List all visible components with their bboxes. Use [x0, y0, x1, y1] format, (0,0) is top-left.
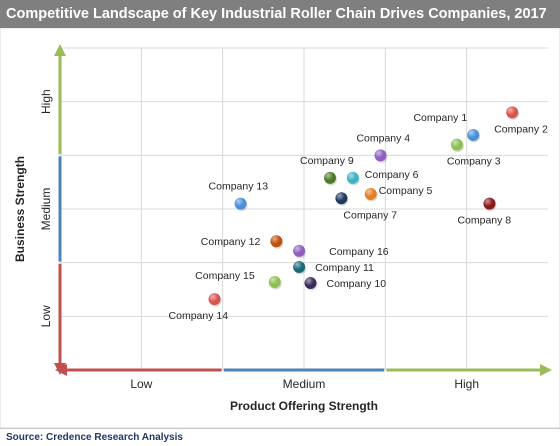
chart-frame — [0, 28, 560, 428]
x-axis-title: Product Offering Strength — [230, 399, 378, 413]
point-label: Company 11 — [315, 262, 374, 274]
point-label: Company 2 — [494, 123, 548, 135]
x-category-label: High — [454, 377, 479, 391]
data-point — [483, 197, 497, 212]
point-label: Company 4 — [356, 132, 410, 144]
data-point — [234, 197, 248, 212]
point-label: Company 7 — [343, 209, 397, 221]
data-point — [293, 260, 307, 275]
data-points — [208, 106, 520, 307]
point-label: Company 12 — [201, 236, 261, 248]
y-category-label: High — [39, 89, 53, 114]
chart-title: Competitive Landscape of Key Industrial … — [0, 0, 560, 28]
data-point — [374, 149, 388, 163]
data-point — [268, 275, 282, 290]
point-label: Company 9 — [300, 155, 354, 167]
x-category-label: Medium — [283, 377, 326, 391]
data-point — [364, 187, 378, 202]
data-point — [293, 244, 307, 259]
axis-category-labels: Low Medium High Low Medium High — [39, 89, 479, 391]
data-point — [506, 106, 520, 120]
point-label: Company 3 — [447, 156, 501, 168]
source-note: Source: Credence Research Analysis — [0, 428, 560, 446]
data-point — [467, 128, 481, 143]
data-point — [346, 171, 360, 186]
point-label: Company 16 — [329, 246, 389, 258]
point-label: Company 15 — [195, 270, 255, 282]
data-point — [335, 192, 349, 206]
point-label: Company 8 — [457, 215, 511, 227]
point-label: Company 5 — [379, 185, 433, 197]
data-point — [270, 235, 284, 249]
point-label: Company 1 — [413, 112, 467, 124]
point-label: Company 10 — [327, 278, 387, 290]
y-category-label: Medium — [39, 188, 53, 231]
data-point — [450, 138, 464, 153]
data-point — [324, 171, 338, 186]
grid — [60, 47, 548, 370]
y-arrow-up-icon — [54, 44, 66, 56]
axes — [54, 44, 552, 376]
x-arrow-left-icon — [55, 364, 67, 376]
x-category-label: Low — [130, 377, 152, 391]
point-label: Company 14 — [169, 310, 229, 322]
x-arrow-right-icon — [540, 364, 552, 376]
y-axis-title: Business Strength — [13, 156, 27, 262]
point-label: Company 6 — [365, 169, 419, 181]
data-point — [208, 293, 222, 307]
scatter-chart: Low Medium High Low Medium High Product Offer… — [0, 28, 560, 428]
point-label: Company 13 — [209, 181, 269, 193]
y-category-label: Low — [39, 305, 53, 327]
data-point — [304, 277, 318, 291]
